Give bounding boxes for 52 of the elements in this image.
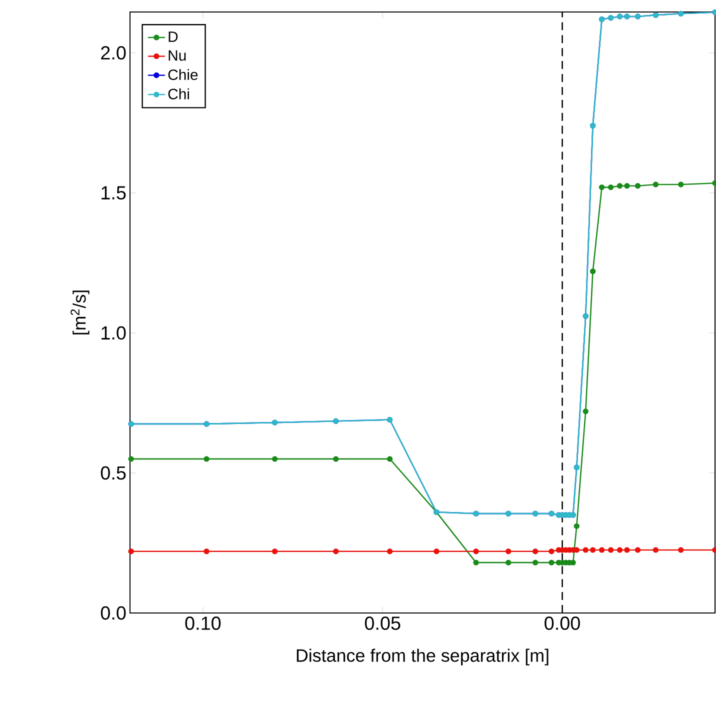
point — [616, 183, 623, 189]
y-tick-label: 1.0 — [102, 326, 126, 340]
point — [333, 456, 339, 462]
x-tick-label: 0.05 — [364, 616, 400, 630]
point — [128, 456, 134, 462]
point — [548, 548, 554, 554]
point — [272, 548, 278, 554]
point — [506, 560, 512, 566]
point — [624, 547, 630, 553]
point — [532, 560, 538, 566]
x-tick-label: 0.00 — [544, 616, 580, 630]
point — [386, 548, 393, 554]
point — [678, 182, 684, 188]
point — [548, 560, 554, 566]
x-axis-title: Distance from the separatrix [m] — [296, 648, 548, 666]
point — [434, 548, 440, 554]
point — [608, 184, 614, 190]
y-tick-label: 0.0 — [100, 606, 126, 620]
point — [532, 548, 538, 554]
point — [634, 547, 641, 553]
legend-label: Nu — [168, 50, 186, 61]
point — [678, 547, 684, 553]
point — [582, 408, 588, 414]
y-axis-title: [m$^{2}$/s] — [70, 290, 90, 334]
point — [590, 268, 596, 274]
y-tick-label: 0.5 — [100, 466, 126, 480]
point — [598, 184, 605, 190]
legend-label: D — [168, 32, 178, 42]
point — [598, 547, 605, 553]
x-tick-label: 0.10 — [185, 616, 221, 630]
point — [616, 547, 623, 553]
point — [652, 182, 659, 188]
y-tick-label: 1.5 — [102, 186, 126, 200]
point — [506, 548, 512, 554]
point — [333, 548, 339, 554]
point — [652, 547, 659, 553]
point — [272, 456, 278, 462]
y-tick-label: 2.0 — [101, 46, 126, 60]
point — [473, 560, 479, 566]
point — [473, 548, 479, 554]
point — [634, 183, 641, 189]
legend-label: Chie — [168, 69, 198, 80]
point — [582, 547, 588, 553]
point — [574, 523, 580, 530]
point — [624, 183, 630, 189]
legend-label: Chi — [168, 88, 189, 100]
point — [128, 548, 134, 554]
point — [386, 456, 393, 462]
point — [608, 547, 614, 553]
point — [204, 548, 210, 554]
point — [204, 456, 210, 462]
point — [590, 547, 596, 553]
